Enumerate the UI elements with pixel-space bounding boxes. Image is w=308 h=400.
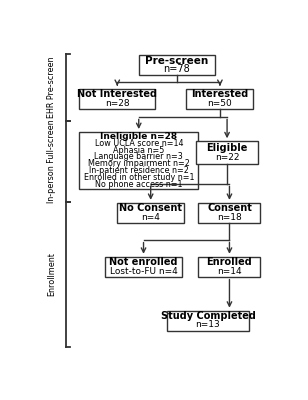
Text: Not Interested: Not Interested [77,90,157,100]
Text: n=14: n=14 [217,266,242,276]
FancyBboxPatch shape [187,89,253,109]
Text: Ineligible n=28: Ineligible n=28 [100,132,177,141]
Text: Enrolled in other study n=1: Enrolled in other study n=1 [83,173,194,182]
Text: Enrollment: Enrollment [47,252,56,296]
FancyBboxPatch shape [79,89,156,109]
Text: n=4: n=4 [141,213,160,222]
Text: No Consent: No Consent [119,204,182,214]
Text: Eligible: Eligible [206,143,248,153]
Text: Not enrolled: Not enrolled [109,257,178,267]
Text: Interested: Interested [191,90,249,100]
Text: Lost-to-FU n=4: Lost-to-FU n=4 [110,266,177,276]
Text: n=13: n=13 [196,320,220,330]
Text: n=18: n=18 [217,213,242,222]
Text: Study Completed: Study Completed [160,311,255,321]
Text: Memory impairment n=2: Memory impairment n=2 [88,159,190,168]
FancyBboxPatch shape [117,203,184,223]
Text: n=78: n=78 [164,64,190,74]
Text: n=50: n=50 [208,99,232,108]
Text: Consent: Consent [207,204,252,214]
FancyBboxPatch shape [198,203,261,223]
Text: Language barrier n=3: Language barrier n=3 [94,152,183,162]
Text: No phone access n=1: No phone access n=1 [95,180,183,189]
Text: n=28: n=28 [105,99,130,108]
Text: EHR Pre-screen: EHR Pre-screen [47,57,56,118]
Text: Aphasia n=5: Aphasia n=5 [113,146,164,155]
FancyBboxPatch shape [105,257,182,277]
Text: n=22: n=22 [215,153,239,162]
FancyBboxPatch shape [198,257,261,277]
Text: In-person Full-screen: In-person Full-screen [47,120,56,204]
Text: Pre-screen: Pre-screen [145,56,209,66]
Text: Enrolled: Enrolled [207,257,252,267]
FancyBboxPatch shape [79,132,198,189]
FancyBboxPatch shape [139,55,215,75]
Text: Low UCLA score n=14: Low UCLA score n=14 [95,139,183,148]
FancyBboxPatch shape [196,141,258,164]
FancyBboxPatch shape [168,310,249,330]
Text: In-patient residence n=2: In-patient residence n=2 [89,166,189,175]
